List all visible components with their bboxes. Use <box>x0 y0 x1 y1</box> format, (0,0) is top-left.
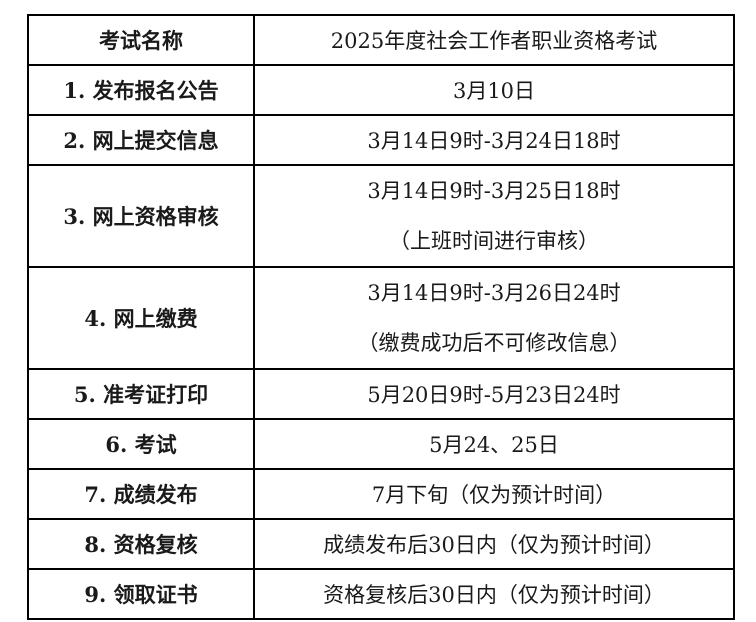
table-row: 2. 网上提交信息 3月14日9时-3月24日18时 <box>27 114 735 166</box>
row-value: 成绩发布后30日内（仅为预计时间） <box>253 518 735 570</box>
row-label: 3. 网上资格审核 <box>27 164 255 268</box>
table-row: 8. 资格复核 成绩发布后30日内（仅为预计时间） <box>27 518 735 570</box>
row-value: 3月10日 <box>253 64 735 116</box>
row-label: 7. 成绩发布 <box>27 468 255 520</box>
row-value: 5月20日9时-5月23日24时 <box>253 368 735 420</box>
row-value: 3月14日9时-3月24日18时 <box>253 114 735 166</box>
header-value: 2025年度社会工作者职业资格考试 <box>253 14 735 66</box>
table-row: 6. 考试 5月24、25日 <box>27 418 735 470</box>
row-label: 4. 网上缴费 <box>27 266 255 370</box>
table-row: 7. 成绩发布 7月下旬（仅为预计时间） <box>27 468 735 520</box>
row-value-note: （上班时间进行审核） <box>389 229 599 253</box>
row-label: 9. 领取证书 <box>27 568 255 620</box>
header-label: 考试名称 <box>27 14 255 66</box>
row-value: 资格复核后30日内（仅为预计时间） <box>253 568 735 620</box>
table-row: 4. 网上缴费 3月14日9时-3月26日24时 （缴费成功后不可修改信息） <box>27 266 735 370</box>
row-label: 5. 准考证打印 <box>27 368 255 420</box>
exam-schedule-table: 考试名称 2025年度社会工作者职业资格考试 1. 发布报名公告 3月10日 2… <box>27 14 735 620</box>
row-value: 5月24、25日 <box>253 418 735 470</box>
row-value: 3月14日9时-3月25日18时 （上班时间进行审核） <box>253 164 735 268</box>
row-value-line: 3月14日9时-3月26日24时 <box>367 281 621 305</box>
table-row: 9. 领取证书 资格复核后30日内（仅为预计时间） <box>27 568 735 620</box>
table-row: 5. 准考证打印 5月20日9时-5月23日24时 <box>27 368 735 420</box>
row-label: 8. 资格复核 <box>27 518 255 570</box>
row-label: 6. 考试 <box>27 418 255 470</box>
row-value: 7月下旬（仅为预计时间） <box>253 468 735 520</box>
table-row: 3. 网上资格审核 3月14日9时-3月25日18时 （上班时间进行审核） <box>27 164 735 268</box>
row-value: 3月14日9时-3月26日24时 （缴费成功后不可修改信息） <box>253 266 735 370</box>
row-value-line: 3月14日9时-3月25日18时 <box>367 179 621 203</box>
row-label: 1. 发布报名公告 <box>27 64 255 116</box>
row-value-note: （缴费成功后不可修改信息） <box>357 331 631 355</box>
table-header-row: 考试名称 2025年度社会工作者职业资格考试 <box>27 14 735 66</box>
table-row: 1. 发布报名公告 3月10日 <box>27 64 735 116</box>
row-label: 2. 网上提交信息 <box>27 114 255 166</box>
